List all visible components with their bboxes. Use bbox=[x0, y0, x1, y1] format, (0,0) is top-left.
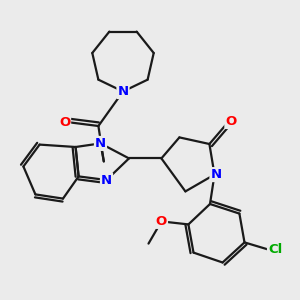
Text: N: N bbox=[95, 137, 106, 150]
Text: O: O bbox=[59, 116, 70, 129]
Text: O: O bbox=[225, 115, 237, 128]
Text: Cl: Cl bbox=[268, 243, 282, 256]
Text: N: N bbox=[117, 85, 129, 98]
Text: N: N bbox=[101, 173, 112, 187]
Text: N: N bbox=[210, 168, 222, 181]
Text: O: O bbox=[156, 215, 167, 228]
